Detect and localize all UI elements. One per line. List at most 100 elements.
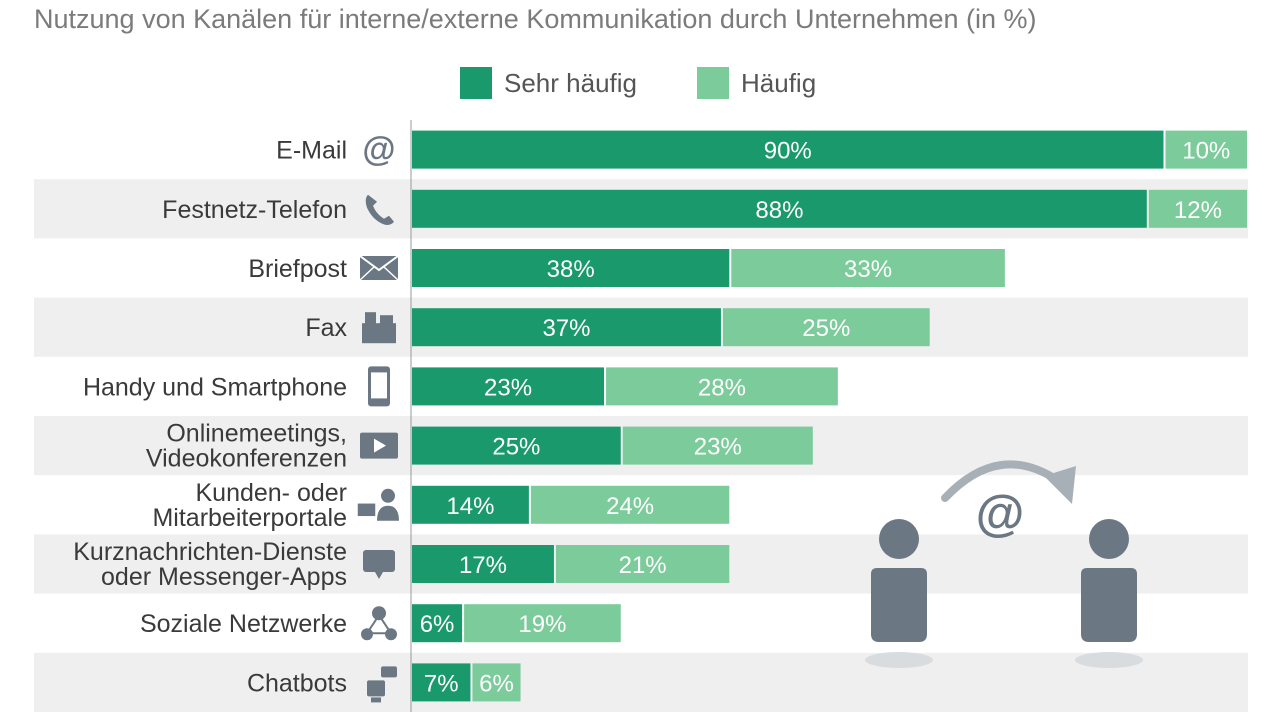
- chart-title: Nutzung von Kanälen für interne/externe …: [34, 4, 1037, 34]
- category-row-briefpost: Briefpost 38% 33%: [248, 249, 1005, 287]
- data-label-sehr-haeufig: 14%: [446, 493, 494, 520]
- data-label-haeufig: 6%: [479, 670, 514, 697]
- data-label-sehr-haeufig: 38%: [547, 256, 595, 283]
- legend-swatch-sehr-haeufig: [460, 67, 492, 99]
- bar-haeufig: [606, 367, 838, 406]
- category-row-festnetz-telefon: Festnetz-Telefon 88% 12%: [162, 189, 1247, 228]
- portal-screen: [356, 502, 377, 518]
- video-play: [374, 438, 386, 453]
- portal-head: [381, 488, 395, 503]
- legend-label-haeufig: Häufig: [741, 67, 817, 98]
- bar-haeufig: [1148, 189, 1247, 228]
- person-shadow: [865, 652, 933, 668]
- at-icon: @: [362, 131, 395, 169]
- category-label-line: Kurznachrichten-Dienste: [73, 538, 347, 566]
- network-icon: [361, 606, 397, 641]
- chat-icon: [363, 550, 395, 579]
- bar-sehr-haeufig: [412, 189, 1147, 228]
- category-label: Kunden- oder Mitarbeiterportale: [152, 479, 347, 532]
- bar-haeufig: [555, 545, 730, 583]
- data-label-sehr-haeufig: 7%: [424, 670, 459, 697]
- arrow-head: [1044, 466, 1076, 504]
- person-icon: [1075, 519, 1143, 668]
- decoration-illustration: @: [865, 460, 1143, 668]
- chat-bubble: [363, 550, 395, 572]
- person-head: [1089, 519, 1129, 559]
- category-label-line: Kunden- oder: [195, 479, 347, 507]
- category-row-soziale-netzwerke: Soziale Netzwerke 6% 19%: [140, 604, 621, 643]
- portal-body: [377, 505, 399, 521]
- smartphone-icon: [368, 366, 390, 407]
- bar-haeufig: [1165, 130, 1247, 169]
- data-label-haeufig: 10%: [1182, 138, 1230, 165]
- network-node-right: [385, 628, 397, 641]
- person-shadow: [1075, 652, 1143, 668]
- category-row-e-mail: E-Mail @90% 10%: [276, 130, 1247, 169]
- data-label-sehr-haeufig: 17%: [459, 552, 507, 579]
- bar-haeufig: [722, 308, 930, 347]
- bar-haeufig: [472, 663, 521, 702]
- bar-sehr-haeufig: [412, 545, 554, 583]
- data-label-sehr-haeufig: 37%: [542, 315, 590, 342]
- phone-icon: [365, 194, 394, 225]
- category-label-line: Mitarbeiterportale: [152, 504, 347, 532]
- data-label-haeufig: 24%: [606, 493, 654, 520]
- arrow-icon: [941, 460, 1064, 502]
- bar-haeufig: [464, 604, 621, 643]
- row-band: [34, 652, 1248, 712]
- data-label-haeufig: 33%: [844, 256, 892, 283]
- bar-sehr-haeufig: [412, 367, 605, 406]
- fax-handset: [365, 312, 376, 325]
- chatbot-base: [371, 697, 381, 703]
- category-row-kurznachrichten-dienste-oder-messenger-apps: Kurznachrichten-Dienste oder Messenger-Ap…: [73, 538, 730, 591]
- category-label: Briefpost: [248, 255, 347, 283]
- chatbot-bubble: [381, 666, 397, 678]
- bar-sehr-haeufig: [412, 663, 471, 702]
- bar-sehr-haeufig: [412, 604, 463, 643]
- category-row-kunden-oder-mitarbeiterportale: Kunden- oder Mitarbeiterportale 14% 24%: [152, 479, 730, 532]
- bar-haeufig: [622, 426, 813, 465]
- at-glyph: @: [362, 131, 395, 169]
- category-label: Soziale Netzwerke: [140, 610, 347, 638]
- data-label-haeufig: 23%: [694, 434, 742, 461]
- category-label: Festnetz-Telefon: [162, 196, 347, 224]
- envelope-flap: [359, 255, 399, 272]
- data-label-haeufig: 19%: [518, 611, 566, 638]
- category-label: Handy und Smartphone: [83, 373, 347, 401]
- category-label: Fax: [305, 314, 347, 342]
- category-label: Chatbots: [247, 669, 347, 697]
- data-label-haeufig: 21%: [619, 552, 667, 579]
- chat-tail: [375, 572, 383, 579]
- data-label-sehr-haeufig: 90%: [764, 138, 812, 165]
- category-label: E-Mail: [276, 137, 347, 165]
- category-row-chatbots: Chatbots 7% 6%: [247, 663, 521, 703]
- legend-swatch-haeufig: [697, 67, 729, 99]
- data-label-sehr-haeufig: 88%: [755, 197, 803, 224]
- network-lines: [365, 613, 393, 635]
- decoration-at-label: @: [976, 485, 1025, 541]
- category-label-line: Videokonferenzen: [146, 445, 347, 473]
- fax-paper: [380, 315, 393, 325]
- phone-screen: [371, 372, 387, 399]
- person-icon: [865, 519, 933, 668]
- envelope-icon: [359, 255, 399, 281]
- chatbot-icon: [367, 666, 397, 703]
- video-icon: [360, 432, 398, 459]
- category-label-line: oder Messenger-Apps: [101, 563, 347, 591]
- bar-sehr-haeufig: [412, 426, 621, 465]
- category-label: Onlinemeetings, Videokonferenzen: [146, 420, 347, 473]
- envelope-fold: [359, 266, 399, 281]
- person-head: [879, 519, 919, 559]
- data-label-haeufig: 28%: [698, 374, 746, 401]
- data-label-sehr-haeufig: 6%: [420, 611, 455, 638]
- bar-haeufig: [731, 249, 1005, 287]
- category-label: Kurznachrichten-Dienste oder Messenger-Ap…: [73, 538, 347, 591]
- portal-icon: [356, 488, 399, 521]
- data-label-haeufig: 25%: [802, 315, 850, 342]
- legend-item-sehr-haeufig: Sehr häufig: [460, 66, 637, 100]
- network-node-top: [372, 606, 386, 621]
- data-label-haeufig: 12%: [1174, 197, 1222, 224]
- legend-label-sehr-haeufig: Sehr häufig: [504, 67, 637, 98]
- network-node-left: [361, 628, 373, 641]
